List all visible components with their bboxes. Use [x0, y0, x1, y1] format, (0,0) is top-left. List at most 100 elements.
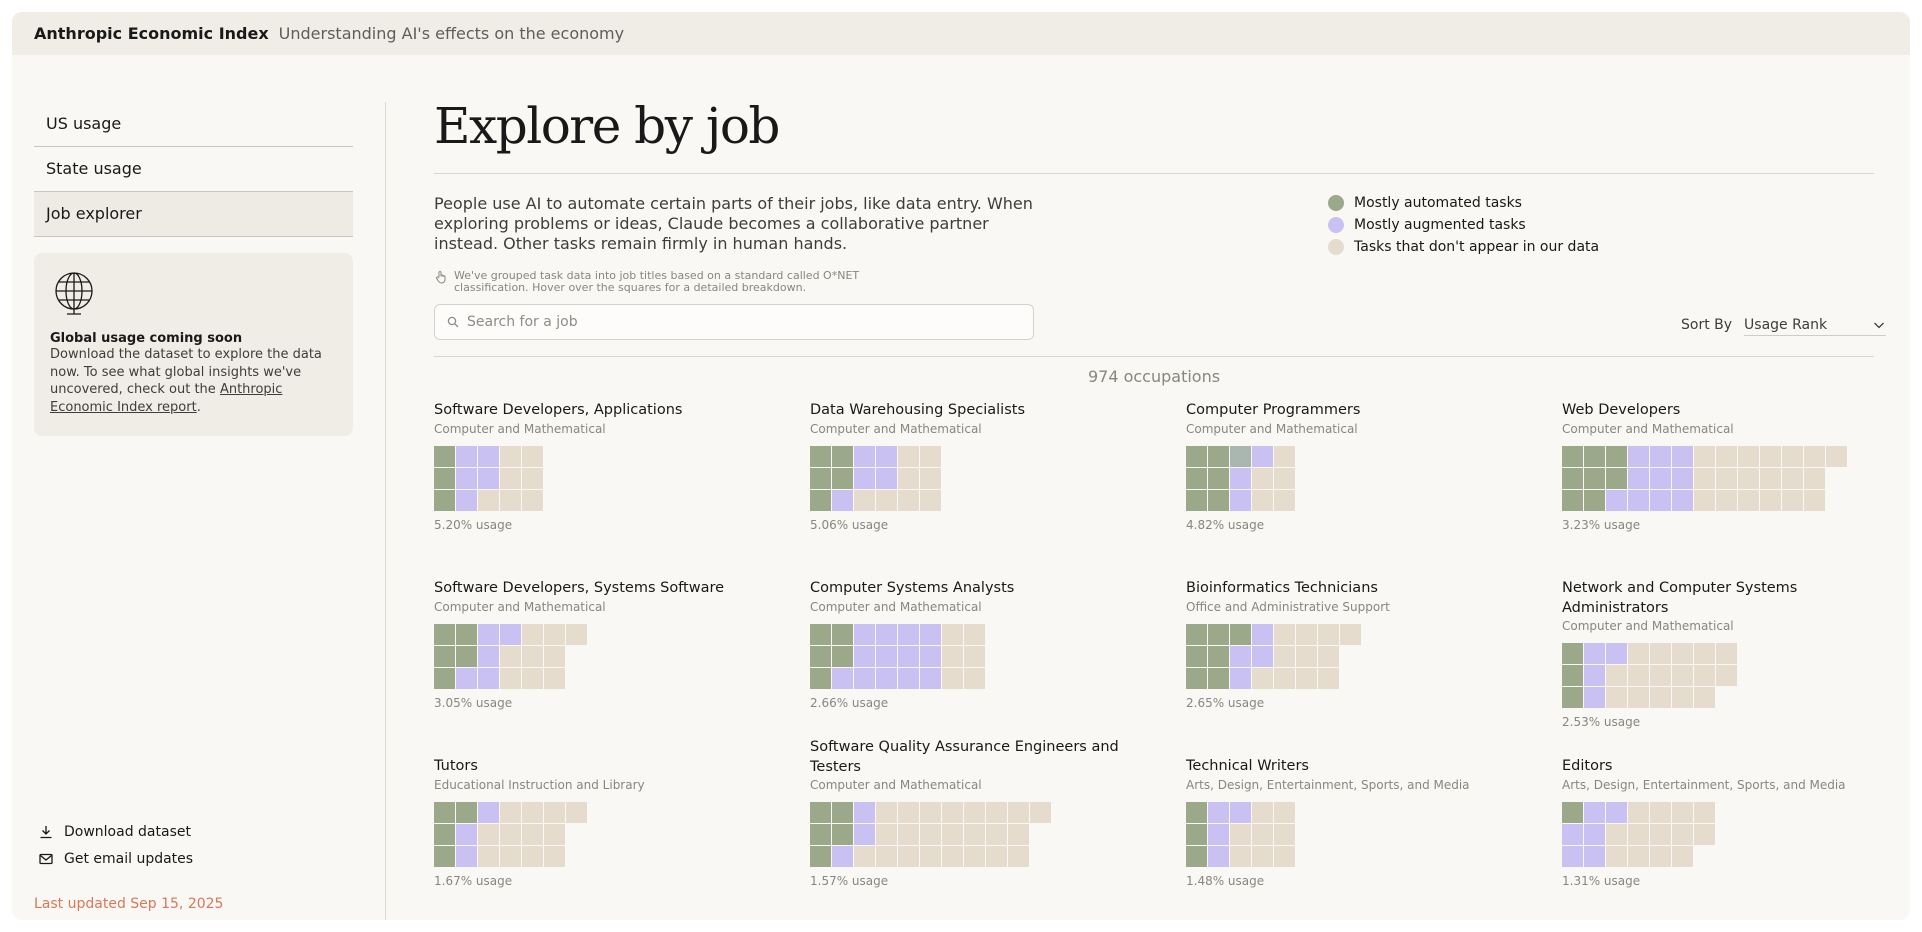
task-cell-automated[interactable]: [810, 445, 831, 467]
task-cell-automated[interactable]: [1208, 645, 1229, 667]
task-cell-not-in-data[interactable]: [964, 645, 985, 667]
task-cell-not-in-data[interactable]: [522, 445, 543, 467]
task-cell-automated[interactable]: [832, 467, 853, 489]
task-cell-automated[interactable]: [832, 445, 853, 467]
task-cell-automated[interactable]: [1186, 489, 1207, 511]
task-cell-automated[interactable]: [810, 667, 831, 689]
task-cell-not-in-data[interactable]: [1738, 445, 1759, 467]
task-cell-not-in-data[interactable]: [478, 845, 499, 867]
task-cell-not-in-data[interactable]: [964, 824, 985, 845]
brand-title[interactable]: Anthropic Economic Index: [34, 24, 269, 43]
task-cell-augmented[interactable]: [456, 445, 477, 467]
task-cell-not-in-data[interactable]: [1628, 801, 1649, 823]
task-cell-not-in-data[interactable]: [1694, 445, 1715, 467]
nav-us-usage[interactable]: US usage: [34, 102, 353, 147]
task-cell-augmented[interactable]: [876, 445, 897, 467]
task-cell-automated[interactable]: [810, 489, 831, 511]
task-cell-automated[interactable]: [434, 845, 455, 867]
task-cell-not-in-data[interactable]: [1782, 445, 1803, 467]
task-cell-not-in-data[interactable]: [1628, 845, 1649, 867]
task-cell-automated[interactable]: [1208, 489, 1229, 511]
task-cell-not-in-data[interactable]: [920, 802, 941, 823]
task-cell-not-in-data[interactable]: [942, 802, 963, 823]
task-cell-augmented[interactable]: [832, 667, 853, 689]
task-cell-automated[interactable]: [456, 801, 477, 823]
task-cell-augmented[interactable]: [456, 823, 477, 845]
task-cell-not-in-data[interactable]: [1274, 623, 1295, 645]
task-cell-augmented[interactable]: [854, 667, 875, 689]
occupation-card[interactable]: Computer Programmers Computer and Mathema…: [1186, 401, 1526, 532]
task-cell-automated[interactable]: [810, 623, 831, 645]
task-cell-not-in-data[interactable]: [1694, 665, 1715, 686]
task-cell-augmented[interactable]: [478, 667, 499, 689]
task-cell-not-in-data[interactable]: [1628, 687, 1649, 708]
task-cell-not-in-data[interactable]: [522, 623, 543, 645]
task-cell-not-in-data[interactable]: [522, 489, 543, 511]
task-cell-not-in-data[interactable]: [1296, 623, 1317, 645]
search-input[interactable]: [467, 314, 1027, 330]
task-cell-augmented[interactable]: [1584, 801, 1605, 823]
task-cell-augmented[interactable]: [1584, 665, 1605, 686]
task-cell-augmented[interactable]: [920, 667, 941, 689]
task-cell-not-in-data[interactable]: [544, 823, 565, 845]
task-cell-not-in-data[interactable]: [854, 846, 875, 867]
task-cell-not-in-data[interactable]: [1716, 467, 1737, 489]
task-cell-augmented[interactable]: [1628, 445, 1649, 467]
task-cell-automated[interactable]: [1562, 643, 1583, 664]
task-cell-augmented[interactable]: [1230, 645, 1251, 667]
task-cell-augmented[interactable]: [1230, 467, 1251, 489]
task-cell-augmented[interactable]: [478, 623, 499, 645]
task-cell-augmented[interactable]: [1208, 823, 1229, 845]
task-cell-augmented[interactable]: [456, 667, 477, 689]
task-cell-not-in-data[interactable]: [942, 645, 963, 667]
task-cell-augmented[interactable]: [1628, 489, 1649, 511]
task-cell-automated[interactable]: [832, 645, 853, 667]
task-cell-not-in-data[interactable]: [920, 467, 941, 489]
occupation-card[interactable]: Data Warehousing Specialists Computer and…: [810, 401, 1150, 532]
task-cell-automated[interactable]: [1562, 467, 1583, 489]
task-cell-not-in-data[interactable]: [964, 623, 985, 645]
task-cell-augmented[interactable]: [478, 445, 499, 467]
task-cell-not-in-data[interactable]: [566, 623, 587, 645]
task-cell-augmented[interactable]: [1606, 801, 1627, 823]
task-cell-automated[interactable]: [1208, 445, 1229, 467]
task-cell-not-in-data[interactable]: [1672, 801, 1693, 823]
task-cell-augmented[interactable]: [898, 623, 919, 645]
task-cell-not-in-data[interactable]: [1628, 823, 1649, 845]
task-cell-not-in-data[interactable]: [876, 846, 897, 867]
task-cell-automated[interactable]: [1562, 489, 1583, 511]
task-cell-not-in-data[interactable]: [1650, 665, 1671, 686]
task-cell-not-in-data[interactable]: [1606, 687, 1627, 708]
task-cell-augmented[interactable]: [920, 623, 941, 645]
task-cell-not-in-data[interactable]: [854, 489, 875, 511]
task-cell-not-in-data[interactable]: [1252, 845, 1273, 867]
task-cell-not-in-data[interactable]: [500, 823, 521, 845]
task-cell-automated[interactable]: [434, 823, 455, 845]
task-cell-not-in-data[interactable]: [544, 845, 565, 867]
task-cell-not-in-data[interactable]: [1672, 665, 1693, 686]
occupation-card[interactable]: Software Quality Assurance Engineers and…: [810, 738, 1150, 888]
task-cell-augmented[interactable]: [898, 645, 919, 667]
task-cell-not-in-data[interactable]: [1008, 846, 1029, 867]
task-cell-automated[interactable]: [1584, 489, 1605, 511]
task-cell-augmented[interactable]: [1252, 623, 1273, 645]
task-cell-augmented[interactable]: [1672, 467, 1693, 489]
task-cell-not-in-data[interactable]: [920, 824, 941, 845]
occupation-card[interactable]: Computer Systems Analysts Computer and Ma…: [810, 579, 1150, 710]
task-cell-automated[interactable]: [1562, 687, 1583, 708]
task-cell-not-in-data[interactable]: [1274, 645, 1295, 667]
task-cell-not-in-data[interactable]: [942, 667, 963, 689]
sort-select[interactable]: Usage Rank: [1744, 314, 1886, 336]
task-cell-not-in-data[interactable]: [1606, 823, 1627, 845]
task-cell-not-in-data[interactable]: [1628, 665, 1649, 686]
task-cell-not-in-data[interactable]: [1650, 845, 1671, 867]
task-cell-not-in-data[interactable]: [522, 801, 543, 823]
task-cell-augmented[interactable]: [1672, 445, 1693, 467]
task-cell-not-in-data[interactable]: [920, 489, 941, 511]
task-cell-not-in-data[interactable]: [1782, 467, 1803, 489]
task-cell-not-in-data[interactable]: [1716, 489, 1737, 511]
task-cell-automated[interactable]: [832, 802, 853, 823]
task-cell-augmented[interactable]: [1650, 467, 1671, 489]
task-cell-augmented[interactable]: [898, 667, 919, 689]
task-cell-not-in-data[interactable]: [1694, 489, 1715, 511]
